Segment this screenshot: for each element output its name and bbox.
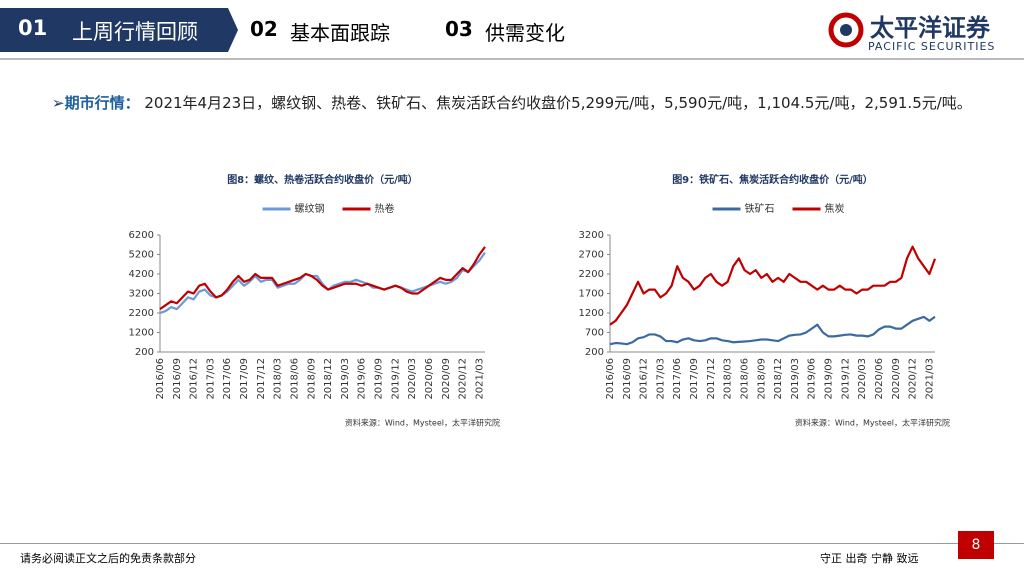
y-tick-label: 3200 [579, 230, 604, 241]
series-line [609, 315, 936, 346]
motto: 守正 出奇 宁静 致远 [820, 552, 919, 565]
x-tick-label: 2017/03 [655, 358, 666, 400]
x-tick-label: 2020/06 [424, 358, 435, 400]
series-line [609, 245, 937, 326]
logo-icon [828, 12, 864, 48]
legend-label: 螺纹钢 [295, 202, 325, 215]
x-tick-label: 2019/03 [340, 358, 351, 400]
x-tick-label: 2017/06 [672, 358, 683, 400]
bullet-label: 期市行情： [64, 94, 140, 112]
y-tick-label: 3200 [129, 289, 154, 300]
x-tick-label: 2016/09 [622, 358, 633, 400]
x-tick-label: 2019/12 [390, 358, 401, 400]
x-tick-label: 2019/12 [840, 358, 851, 400]
series-line [159, 251, 486, 315]
y-tick-label: 200 [135, 347, 154, 358]
x-tick-label: 2020/12 [458, 358, 469, 400]
bullet: ➢期市行情： 2021年4月23日，螺纹钢、热卷、铁矿石、焦炭活跃合约收盘价5,… [52, 94, 972, 112]
x-tick-label: 2018/12 [323, 358, 334, 400]
chart: 图9：铁矿石、焦炭活跃合约收盘价（元/吨） 铁矿石 焦炭 200 700 1200 1700… [579, 173, 950, 428]
y-tick-label: 1700 [579, 289, 604, 300]
x-tick-label: 2021/03 [474, 358, 485, 400]
y-tick-label: 2700 [579, 250, 604, 261]
x-tick-label: 2018/06 [289, 358, 300, 400]
x-tick-label: 2017/12 [706, 358, 717, 400]
x-tick-label: 2016/12 [189, 358, 200, 400]
chart-title: 图9：铁矿石、焦炭活跃合约收盘价（元/吨） [672, 173, 873, 186]
tab-label[interactable]: 上周行情回顾 [72, 20, 198, 44]
x-tick-label: 2018/06 [739, 358, 750, 400]
x-tick-label: 2017/06 [222, 358, 233, 400]
x-tick-label: 2016/09 [172, 358, 183, 400]
x-tick-label: 2020/09 [891, 358, 902, 400]
x-tick-label: 2018/09 [306, 358, 317, 400]
series-line [159, 246, 486, 311]
logo-text: 太平洋证券 [870, 14, 990, 42]
x-tick-label: 2019/06 [807, 358, 818, 400]
source: 资料来源：Wind，Mysteel，太平洋研究院 [795, 418, 950, 428]
y-tick-label: 2200 [129, 308, 154, 319]
footer-rule [0, 543, 1024, 544]
chart-title: 图8：螺纹、热卷活跃合约收盘价（元/吨） [227, 173, 418, 186]
legend-label: 焦炭 [825, 202, 845, 215]
chart: 图8：螺纹、热卷活跃合约收盘价（元/吨） 螺纹钢 热卷 200 1200 2200 3200… [129, 173, 500, 428]
x-tick-label: 2018/03 [273, 358, 284, 400]
x-tick-label: 2021/03 [924, 358, 935, 400]
tab-label[interactable]: 供需变化 [485, 21, 565, 45]
y-tick-label: 700 [585, 328, 604, 339]
x-tick-label: 2020/03 [407, 358, 418, 400]
x-tick-label: 2018/12 [773, 358, 784, 400]
logo-en: PACIFIC SECURITIES [868, 40, 996, 53]
legend-label: 热卷 [375, 202, 395, 215]
y-tick-label: 1200 [129, 328, 154, 339]
x-tick-label: 2017/09 [239, 358, 250, 400]
page-number: 8 [958, 531, 994, 559]
legend-label: 铁矿石 [745, 202, 775, 215]
y-tick-label: 1200 [579, 308, 604, 319]
x-tick-label: 2020/03 [857, 358, 868, 400]
source: 资料来源：Wind，Mysteel，太平洋研究院 [345, 418, 500, 428]
x-tick-label: 2017/03 [205, 358, 216, 400]
tab-num[interactable]: 03 [445, 17, 473, 41]
x-tick-label: 2017/09 [689, 358, 700, 400]
header-rule [0, 58, 1024, 60]
x-tick-label: 2019/09 [374, 358, 385, 400]
tab-label[interactable]: 基本面跟踪 [290, 21, 390, 45]
y-tick-label: 6200 [129, 230, 154, 241]
x-tick-label: 2016/06 [155, 358, 166, 400]
x-tick-label: 2017/12 [256, 358, 267, 400]
active-tab-bg [0, 8, 238, 52]
y-tick-label: 4200 [129, 269, 154, 280]
y-tick-label: 5200 [129, 250, 154, 261]
bullet-text: 2021年4月23日，螺纹钢、热卷、铁矿石、焦炭活跃合约收盘价5,299元/吨，… [144, 94, 972, 112]
x-tick-label: 2019/03 [790, 358, 801, 400]
x-tick-label: 2020/09 [441, 358, 452, 400]
disclaimer: 请务必阅读正文之后的免责条款部分 [20, 552, 196, 565]
y-tick-label: 200 [585, 347, 604, 358]
x-tick-label: 2019/06 [357, 358, 368, 400]
tab-num[interactable]: 01 [18, 16, 48, 40]
x-tick-label: 2018/03 [723, 358, 734, 400]
x-tick-label: 2018/09 [756, 358, 767, 400]
x-tick-label: 2020/06 [874, 358, 885, 400]
x-tick-label: 2019/09 [824, 358, 835, 400]
y-tick-label: 2200 [579, 269, 604, 280]
x-tick-label: 2016/12 [639, 358, 650, 400]
tab-num[interactable]: 02 [250, 17, 278, 41]
x-tick-label: 2020/12 [908, 358, 919, 400]
x-tick-label: 2016/06 [605, 358, 616, 400]
